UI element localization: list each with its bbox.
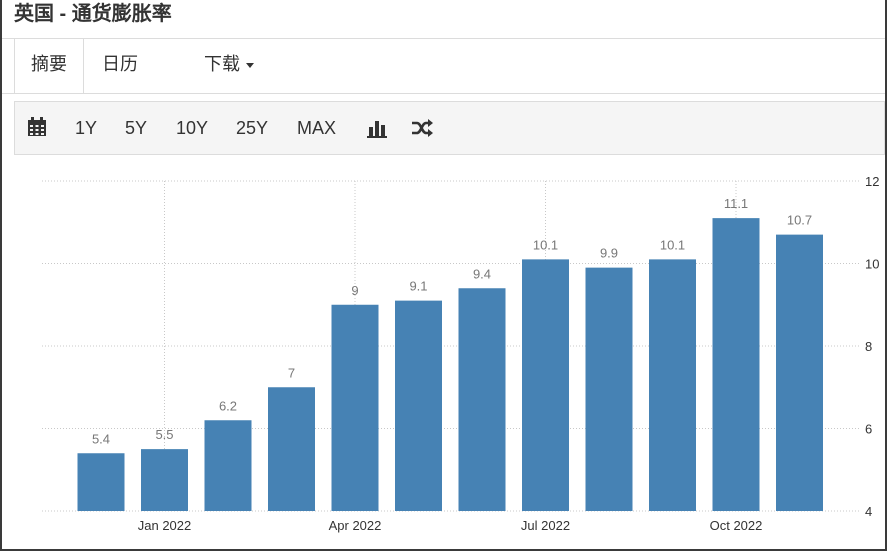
range-1y-button[interactable]: 1Y: [75, 118, 98, 138]
bar: [204, 420, 252, 511]
bar: [395, 300, 442, 511]
x-tick-label: Apr 2022: [329, 518, 382, 533]
data-label: 10.1: [660, 237, 685, 252]
bar: [141, 449, 188, 511]
bar: [268, 387, 315, 511]
bar: [585, 267, 633, 511]
data-label: 6.2: [219, 398, 237, 413]
data-label: 5.4: [92, 431, 110, 446]
range-max-button[interactable]: MAX: [297, 118, 337, 138]
y-tick-label: 8: [865, 339, 872, 354]
data-label: 9.1: [409, 279, 427, 294]
y-tick-label: 10: [865, 257, 879, 272]
y-tick-label: 12: [865, 174, 879, 189]
y-tick-label: 4: [865, 504, 872, 519]
data-label: 9: [351, 283, 358, 298]
tab-calendar[interactable]: 日历: [100, 39, 140, 92]
calendar-icon[interactable]: [27, 117, 47, 142]
bar: [649, 259, 696, 511]
data-label: 9.4: [473, 266, 491, 281]
bar-chart-icon[interactable]: [367, 118, 387, 143]
data-label: 5.5: [155, 427, 173, 442]
bar: [712, 218, 760, 511]
bar: [522, 259, 569, 511]
y-tick-label: 6: [865, 422, 872, 437]
range-25y-button[interactable]: 25Y: [236, 118, 269, 138]
tab-summary-label: 摘要: [31, 54, 67, 74]
shuffle-icon[interactable]: [411, 118, 433, 143]
data-label: 7: [288, 365, 295, 380]
x-tick-label: Oct 2022: [710, 518, 763, 533]
tab-calendar-label: 日历: [102, 54, 138, 74]
bar: [331, 304, 379, 511]
data-label: 10.7: [787, 213, 812, 228]
bar: [77, 453, 125, 511]
range-10y-button[interactable]: 10Y: [176, 118, 209, 138]
x-tick-label: Jan 2022: [138, 518, 192, 533]
chevron-down-icon: [246, 62, 254, 68]
inflation-bar-chart: 4 6 8 10 12 Jan 2022 Apr 2022 Jul 2022 Oct 2022 5…: [42, 174, 879, 533]
chart-toolbar: 1Y 5Y 10Y 25Y MAX: [14, 101, 885, 155]
bar: [458, 288, 506, 511]
data-label: 9.9: [600, 246, 618, 261]
range-5y-button[interactable]: 5Y: [125, 118, 148, 138]
bar: [776, 234, 823, 511]
data-label: 10.1: [533, 237, 558, 252]
tab-summary[interactable]: 摘要: [14, 39, 84, 93]
tab-download[interactable]: 下载: [198, 39, 260, 92]
tab-bar: 摘要 日历 下载: [2, 38, 885, 94]
tab-download-label: 下载: [204, 54, 240, 74]
page-title: 英国 - 通货膨胀率: [14, 3, 172, 25]
x-tick-label: Jul 2022: [521, 518, 570, 533]
data-label: 11.1: [724, 196, 748, 211]
